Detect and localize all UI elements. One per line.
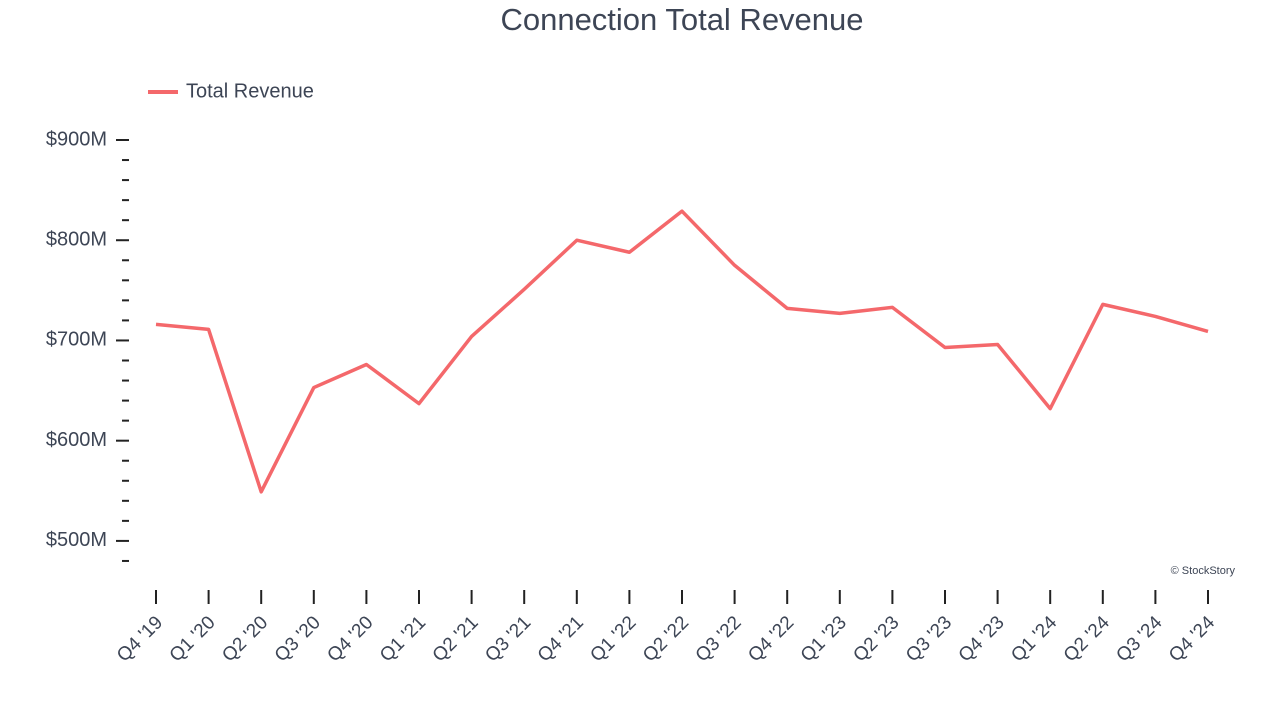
line [155, 209, 1209, 494]
x-tick-label: Q3 '21 [481, 612, 535, 666]
x-tick-label: Q2 '22 [639, 612, 693, 666]
x-tick-label: Q4 '24 [1165, 612, 1219, 666]
x-tick-label: Q4 '21 [534, 612, 588, 666]
x-tick-label: Q3 '22 [692, 612, 746, 666]
x-tick-label: Q1 '23 [797, 612, 851, 666]
x-tick-label: Q3 '24 [1112, 612, 1166, 666]
x-tick-label: Q4 '20 [323, 612, 377, 666]
chart-title: Connection Total Revenue [500, 2, 863, 37]
legend-label: Total Revenue [186, 80, 314, 102]
x-tick-label: Q1 '21 [376, 612, 430, 666]
y-tick-label: $700M [46, 329, 107, 351]
x-tick-label: Q1 '22 [586, 612, 640, 666]
y-tick-label: $800M [46, 229, 107, 251]
x-tick-label: Q4 '23 [955, 612, 1009, 666]
x-tick-label: Q1 '20 [166, 612, 220, 666]
y-tick-label: $600M [46, 429, 107, 451]
y-tick-label: $500M [46, 529, 107, 551]
x-tick-label: Q3 '20 [271, 612, 325, 666]
x-tick-label: Q2 '21 [429, 612, 483, 666]
x-tick-label: Q3 '23 [902, 612, 956, 666]
x-tick-label: Q2 '20 [218, 612, 272, 666]
x-tick-label: Q4 '22 [744, 612, 798, 666]
y-tick-label: $900M [46, 128, 107, 150]
x-tick-label: Q1 '24 [1007, 612, 1061, 666]
x-tick-label: Q2 '23 [849, 612, 903, 666]
x-tick-label: Q2 '24 [1060, 612, 1114, 666]
x-tick-label: Q4 '19 [113, 612, 167, 666]
credit: © StockStory [1171, 565, 1236, 577]
